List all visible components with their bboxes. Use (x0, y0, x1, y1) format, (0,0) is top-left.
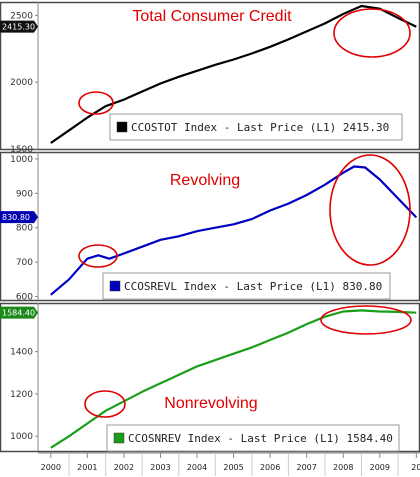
revolving-ytick-label-2: 800 (16, 224, 33, 234)
revolving-ytick-label-0: 1000 (10, 155, 33, 165)
nonrevolving-legend-label: CCOSNREV Index - Last Price (L1) 1584.40 (128, 432, 393, 445)
nonrevolving-ytick-label-0: 1400 (10, 348, 33, 358)
total-legend-swatch (116, 121, 128, 133)
total-panel: 2500 2000 1500 2415.30 Total Consumer Credit… (0, 1, 420, 155)
nonrevolving-last-price-label: 1584.40 (2, 309, 35, 318)
total-ytick-label-2: 1500 (10, 145, 33, 155)
xtick-label-0: 2000 (41, 463, 61, 472)
nonrevolving-ytick-label-2: 1000 (10, 432, 33, 442)
revolving-title: Revolving (170, 172, 240, 189)
revolving-legend-label: CCOSREVL Index - Last Price (L1) 830.80 (124, 280, 382, 293)
nonrevolving-series-line (50, 309, 417, 449)
total-last-price-label: 2415.30 (2, 23, 35, 32)
total-legend-box (109, 113, 403, 141)
total-last-price-tag (0, 20, 38, 33)
xtick-label-6: 2006 (260, 463, 280, 472)
revolving-ytick-label-4: 600 (16, 293, 33, 303)
revolving-panel: 1000 900 800 700 600 830.80 Revolving CCOSREVL … (0, 151, 420, 303)
nonrevolving-highlight-circle-1 (320, 305, 412, 335)
total-title: Total Consumer Credit (132, 8, 292, 25)
revolving-last-price-tag (0, 211, 38, 224)
xtick-label-7: 2007 (296, 463, 316, 472)
nonrevolving-highlight-circle-0 (84, 390, 126, 418)
xtick-label-4: 2004 (187, 463, 207, 472)
xtick-label-2: 2002 (114, 463, 134, 472)
nonrevolving-panel: 1400 1200 1000 1584.40 Nonrevolving CCOSNREV … (0, 302, 420, 453)
xtick-label-1: 2001 (77, 463, 97, 472)
xtick-label-3: 2003 (150, 463, 170, 472)
total-series-line (50, 4, 417, 144)
xtick-label-10: 20 (411, 463, 420, 472)
total-highlight-circle-0 (78, 91, 114, 115)
nonrevolving-ytick-label-1: 1200 (10, 390, 33, 400)
xtick-label-9: 2009 (370, 463, 390, 472)
total-legend-label: CCOSTOT Index - Last Price (L1) 2415.30 (131, 121, 389, 134)
revolving-series-line (50, 165, 418, 296)
total-ytick-label-0: 2500 (10, 11, 33, 21)
xtick-label-8: 2008 (333, 463, 353, 472)
revolving-highlight-circle-1 (329, 154, 411, 266)
nonrevolving-legend-box (106, 424, 400, 452)
total-ytick-label-1: 2000 (10, 78, 33, 88)
nonrevolving-legend-swatch (113, 432, 125, 444)
revolving-legend-swatch (109, 280, 121, 292)
nonrevolving-last-price-tag (0, 306, 38, 319)
revolving-last-price-label: 830.80 (2, 213, 30, 222)
xtick-label-5: 2005 (223, 463, 243, 472)
revolving-ytick-label-3: 700 (16, 258, 33, 268)
total-highlight-circle-1 (333, 8, 411, 58)
nonrevolving-title: Nonrevolving (164, 395, 257, 412)
revolving-ytick-label-1: 900 (16, 189, 33, 199)
x-axis: 2000 2001 2002 2003 2004 2005 2006 2007 2008 2009… (38, 452, 420, 476)
revolving-legend-box (102, 272, 391, 300)
revolving-highlight-circle-0 (78, 244, 118, 268)
